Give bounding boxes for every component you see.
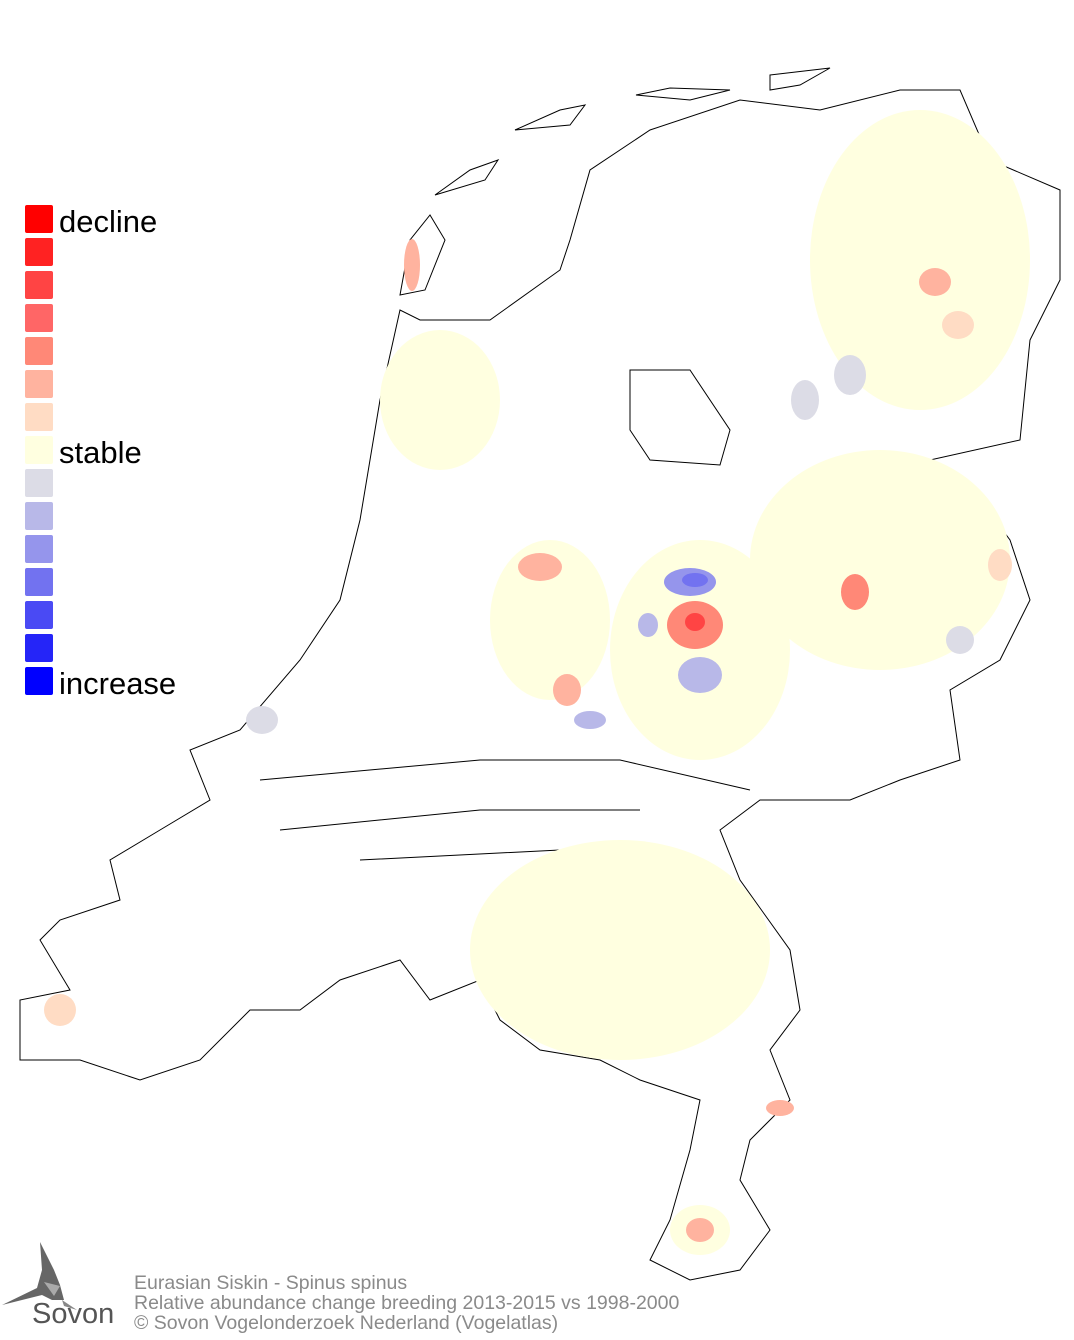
legend-swatch (25, 667, 53, 695)
legend-swatch (25, 469, 53, 497)
legend-label-stable: stable (59, 435, 142, 470)
abundance-change-overlay (44, 110, 1030, 1255)
map-credits: Eurasian Siskin - Spinus spinus Relative… (134, 1273, 679, 1333)
legend-swatch (25, 370, 53, 398)
legend-swatch (25, 502, 53, 530)
legend-swatch (25, 601, 53, 629)
legend-swatch (25, 238, 53, 266)
sovon-logo-text: Sovon (32, 1298, 115, 1330)
legend-label-increase: increase (59, 666, 177, 701)
legend-swatch (25, 403, 53, 431)
swallow-icon (2, 1242, 77, 1310)
species-title: Eurasian Siskin - Spinus spinus (134, 1272, 408, 1294)
copyright: © Sovon Vogelonderzoek Nederland (Vogela… (134, 1312, 559, 1334)
legend-swatch (25, 634, 53, 662)
map-description: Relative abundance change breeding 2013-… (134, 1292, 680, 1314)
legend-swatch (25, 304, 53, 332)
legend-swatch (25, 436, 53, 464)
legend-swatch (25, 568, 53, 596)
legend-swatch (25, 337, 53, 365)
legend-label-decline: decline (59, 204, 158, 239)
legend-swatch (25, 205, 53, 233)
legend-swatch (25, 271, 53, 299)
legend-swatch (25, 535, 53, 563)
